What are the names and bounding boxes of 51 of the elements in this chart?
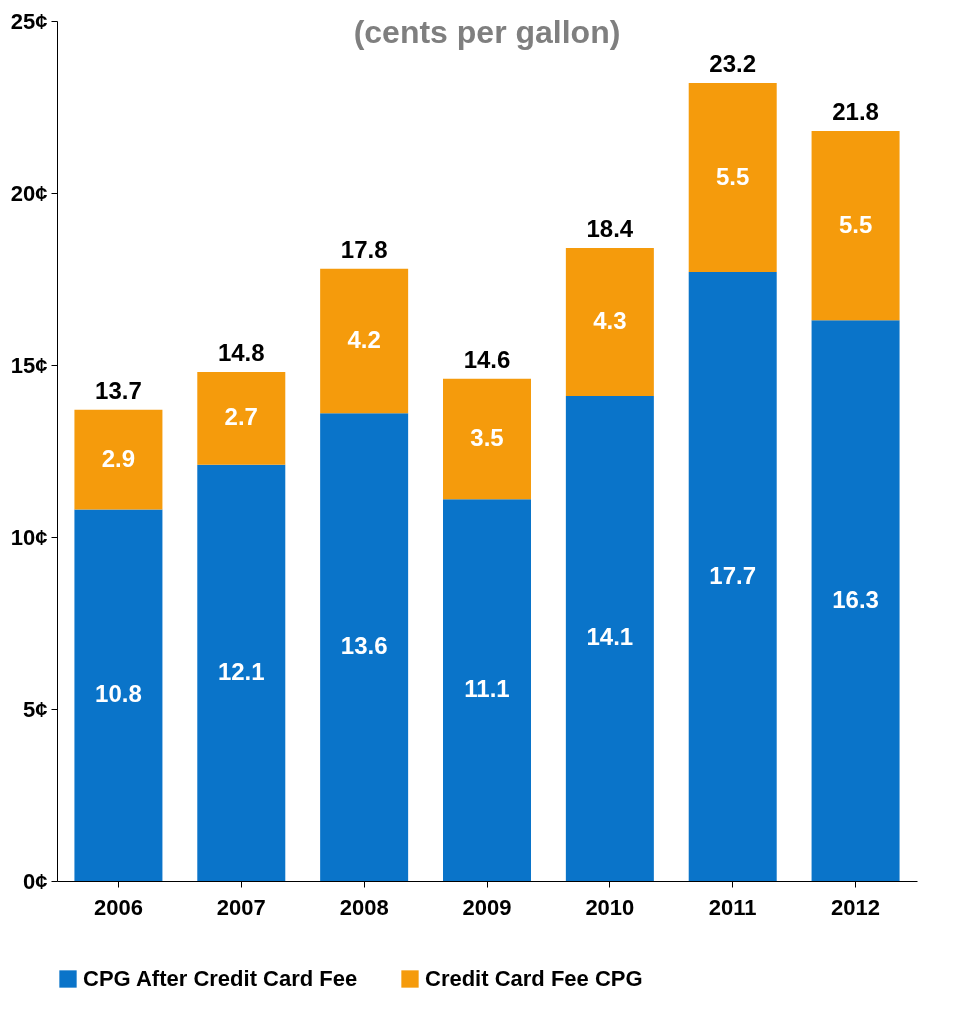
data-label: 10.8 (95, 680, 142, 708)
x-tick-label: 2012 (831, 894, 881, 920)
total-label: 23.2 (709, 49, 757, 77)
bar (688, 272, 777, 881)
data-label: 3.5 (470, 423, 504, 451)
legend-label: Credit Card Fee CPG (425, 966, 643, 991)
data-label: 13.6 (340, 632, 388, 660)
bar (443, 499, 531, 881)
bar (443, 378, 531, 500)
data-label: 4.3 (593, 307, 627, 334)
data-label: 2.9 (101, 444, 136, 472)
y-tick-label: 5¢ (23, 696, 48, 722)
data-label: 17.7 (709, 561, 757, 589)
x-tick-label: 2007 (216, 894, 266, 920)
data-label: 5.5 (838, 210, 873, 238)
x-tick-label: 2006 (93, 894, 143, 920)
total-label: 14.8 (217, 338, 265, 366)
bar (320, 413, 409, 881)
y-tick-label: 15¢ (10, 352, 48, 378)
bar (688, 82, 777, 273)
data-label: 5.5 (716, 162, 750, 190)
y-tick-label: 25¢ (10, 8, 48, 34)
y-tick-label: 0¢ (23, 868, 48, 894)
chart-title: (cents per gallon) (353, 14, 621, 50)
total-label: 17.8 (340, 235, 388, 263)
data-label: 12.1 (217, 657, 265, 685)
bar (320, 268, 409, 414)
x-tick-label: 2009 (462, 894, 512, 920)
y-tick-label: 20¢ (10, 180, 48, 206)
bar (565, 395, 654, 881)
total-label: 13.7 (95, 376, 142, 404)
y-tick-label: 10¢ (10, 524, 48, 550)
bar (811, 131, 900, 321)
bar (811, 320, 900, 881)
x-tick-label: 2010 (585, 894, 635, 920)
data-label: 2.7 (224, 403, 258, 431)
x-tick-label: 2008 (339, 894, 389, 920)
bar (197, 464, 286, 881)
total-label: 21.8 (832, 98, 879, 126)
bar (74, 409, 163, 510)
data-label: 4.2 (347, 325, 381, 353)
data-label: 11.1 (464, 675, 510, 703)
total-label: 18.4 (586, 215, 634, 243)
total-label: 14.6 (463, 345, 511, 373)
x-tick-label: 2011 (708, 894, 757, 920)
bar (197, 371, 286, 465)
bar (565, 248, 654, 396)
bar (74, 509, 163, 881)
data-label: 16.3 (832, 585, 879, 613)
legend-label: CPG After Credit Card Fee (83, 966, 358, 991)
data-label: 14.1 (586, 623, 634, 651)
